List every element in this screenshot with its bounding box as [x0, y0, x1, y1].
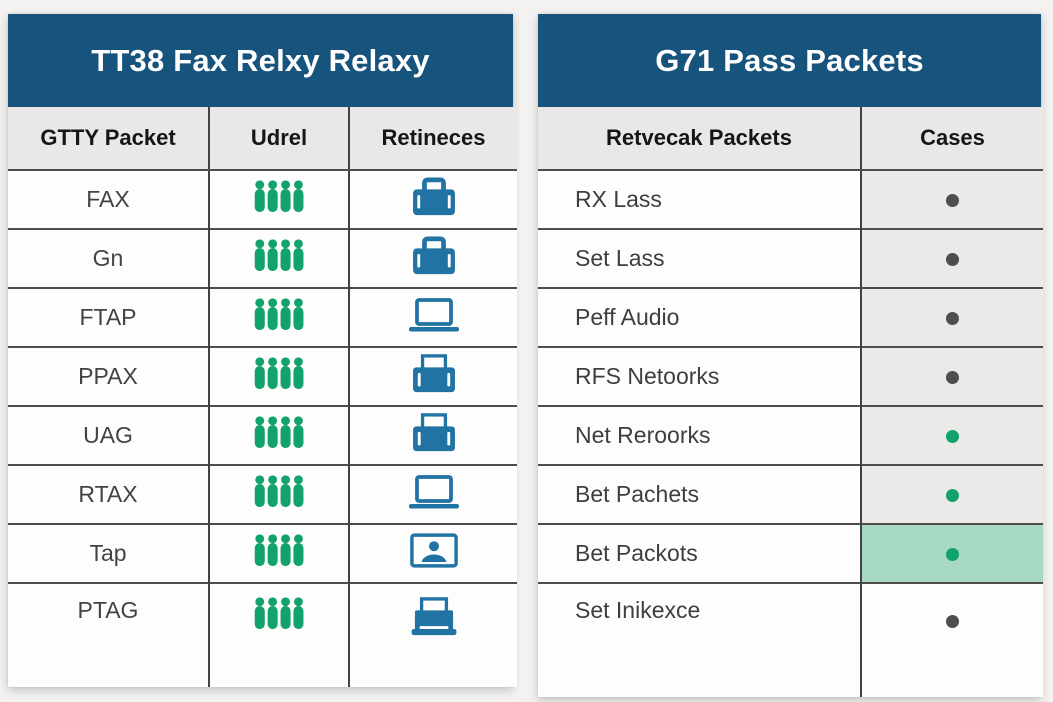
table-row: UAG	[8, 405, 517, 465]
case-cell	[860, 170, 1043, 229]
column-header-retvecak-packets: Retvecak Packets	[538, 107, 861, 171]
table-row: RTAX	[8, 464, 517, 524]
table-row: PTAG	[8, 582, 517, 687]
printer-icon	[411, 412, 457, 453]
case-dot	[946, 615, 959, 628]
row-label: FAX	[8, 170, 209, 229]
table-row: Bet Pachets	[538, 464, 1043, 524]
table-row: Set Lass	[538, 228, 1043, 288]
case-cell	[860, 228, 1043, 288]
case-dot	[946, 253, 959, 266]
people-group-icon	[253, 357, 305, 390]
column-header-cases: Cases	[860, 107, 1043, 171]
row-label: Set Inikexce	[538, 582, 861, 697]
case-dot	[946, 548, 959, 561]
column-header-udrel: Udrel	[208, 107, 349, 171]
row-label: RX Lass	[538, 170, 861, 229]
table-row: Peff Audio	[538, 287, 1043, 347]
people-group-icon	[253, 597, 305, 630]
case-dot	[946, 312, 959, 325]
row-label: Tap	[8, 523, 209, 583]
table-row: RX Lass	[538, 170, 1043, 229]
case-dot	[946, 430, 959, 443]
case-cell	[860, 464, 1043, 524]
case-cell	[860, 346, 1043, 406]
table-row: PPAX	[8, 346, 517, 406]
row-label: Peff Audio	[538, 287, 861, 347]
right-table: Retvecak Packets Cases RX Lass Set Lass …	[538, 107, 1043, 697]
people-group-icon	[253, 298, 305, 331]
people-group-icon	[253, 534, 305, 567]
left-table: GTTY Packet Udrel Retineces FAX Gn FTAP	[8, 107, 517, 687]
people-group-icon	[253, 416, 305, 449]
row-label: Set Lass	[538, 228, 861, 288]
table-row: FAX	[8, 170, 517, 229]
table-row: Gn	[8, 228, 517, 288]
table-row: RFS Netoorks	[538, 346, 1043, 406]
case-dot	[946, 489, 959, 502]
printer-icon	[411, 353, 457, 394]
row-label: Gn	[8, 228, 209, 288]
case-cell	[860, 287, 1043, 347]
column-header-retineces: Retineces	[348, 107, 517, 171]
left-table-header-row: GTTY Packet Udrel Retineces	[8, 107, 517, 171]
row-label: Bet Pachets	[538, 464, 861, 524]
laptop-icon	[408, 474, 460, 509]
people-group-icon	[253, 239, 305, 272]
row-label: Net Reroorks	[538, 405, 861, 465]
row-label: RTAX	[8, 464, 209, 524]
case-cell	[860, 523, 1043, 583]
right-table-card: G71 Pass Packets Retvecak Packets Cases …	[538, 14, 1043, 697]
row-label: UAG	[8, 405, 209, 465]
row-label: PTAG	[8, 582, 209, 687]
left-table-title: TT38 Fax Relxy Relaxy	[8, 14, 513, 107]
people-group-icon	[253, 475, 305, 508]
right-table-title: G71 Pass Packets	[538, 14, 1041, 107]
printer-tray-icon	[411, 597, 457, 639]
fax-machine-icon	[411, 235, 457, 276]
right-table-header-row: Retvecak Packets Cases	[538, 107, 1043, 171]
table-row: Net Reroorks	[538, 405, 1043, 465]
table-row: Set Inikexce	[538, 582, 1043, 697]
left-table-card: TT38 Fax Relxy Relaxy GTTY Packet Udrel …	[8, 14, 517, 687]
case-cell	[860, 582, 1043, 697]
case-dot	[946, 194, 959, 207]
table-row: FTAP	[8, 287, 517, 347]
laptop-icon	[408, 297, 460, 332]
row-label: RFS Netoorks	[538, 346, 861, 406]
photo-id-icon	[409, 533, 458, 568]
fax-machine-icon	[411, 176, 457, 217]
case-dot	[946, 371, 959, 384]
row-label: FTAP	[8, 287, 209, 347]
column-header-gtty-packet: GTTY Packet	[8, 107, 209, 171]
people-group-icon	[253, 180, 305, 213]
row-label: PPAX	[8, 346, 209, 406]
table-row: Bet Packots	[538, 523, 1043, 583]
table-row: Tap	[8, 523, 517, 583]
case-cell	[860, 405, 1043, 465]
row-label: Bet Packots	[538, 523, 861, 583]
